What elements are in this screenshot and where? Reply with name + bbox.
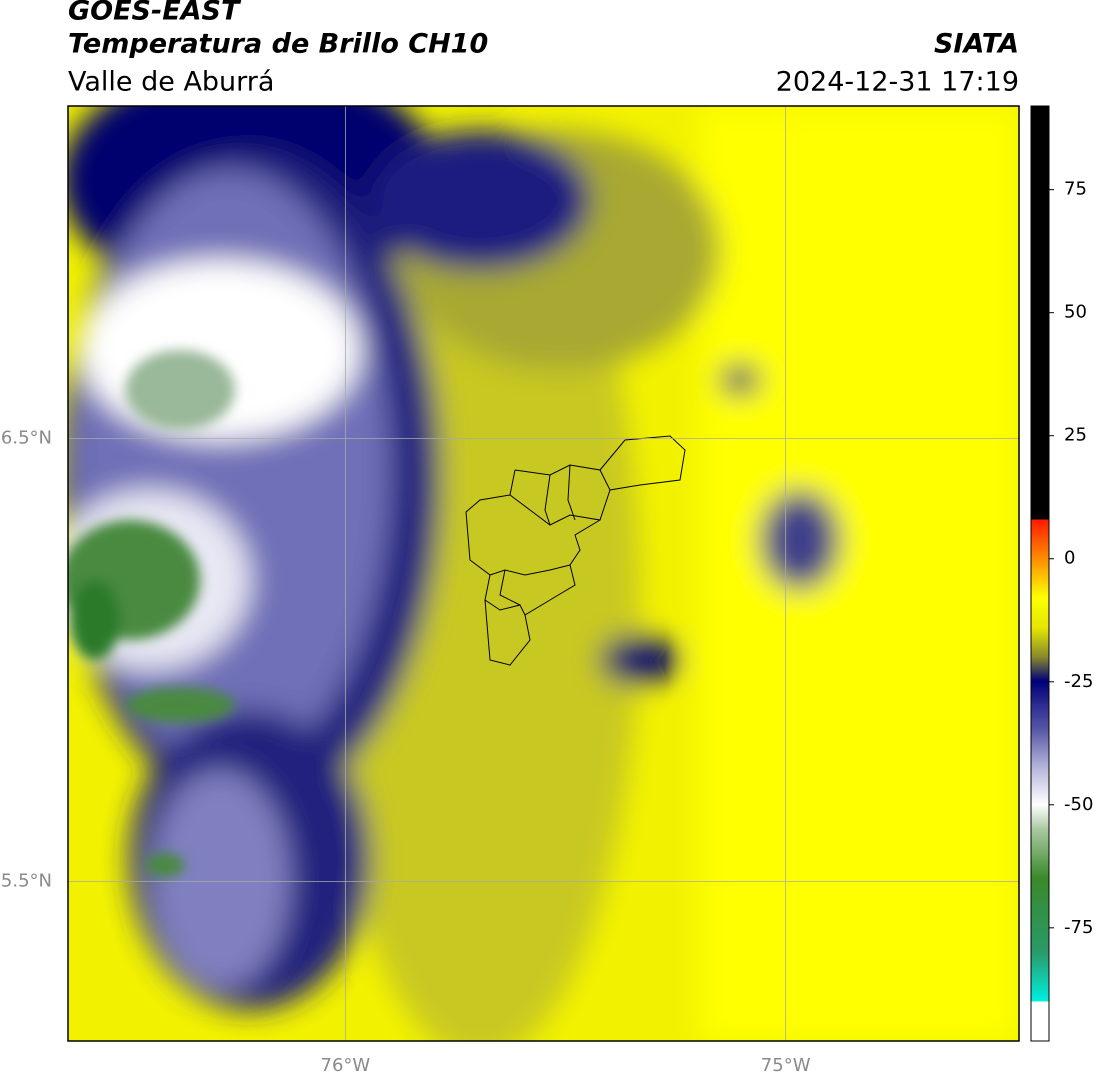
colorbar: [1030, 105, 1050, 1042]
region: Valle de Aburrá: [68, 67, 274, 98]
colorbar-tick-label: 25: [1064, 425, 1087, 446]
x-tick-label: 76°W: [321, 1055, 371, 1076]
colorbar-tick-label: -50: [1064, 794, 1093, 815]
title: GOES-EAST: [68, 0, 242, 27]
y-tick-label: 5.5°N: [1, 870, 52, 891]
colorbar-tick-label: -75: [1064, 917, 1093, 938]
municipal-boundaries: [465, 435, 686, 666]
y-tick-label: 6.5°N: [1, 427, 52, 448]
source: SIATA: [934, 29, 1019, 60]
satellite-image: [68, 106, 1019, 1041]
x-tick-label: 75°W: [761, 1055, 811, 1076]
colorbar-tick-label: -25: [1064, 671, 1093, 692]
timestamp: 2024-12-31 17:19: [776, 67, 1019, 98]
colorbar-tick-label: 75: [1064, 179, 1087, 200]
labels: 76°W 75°W 6.5°N 5.5°N 75 50 25 0 -25 -50 -75: [1, 179, 1094, 1076]
subtitle: Temperatura de Brillo CH10: [68, 29, 488, 60]
map-frame: [67, 105, 1020, 1042]
colorbar-tick-label: 0: [1064, 548, 1075, 569]
colorbar-tick-label: 50: [1064, 302, 1087, 323]
grid: [68, 106, 1019, 1041]
